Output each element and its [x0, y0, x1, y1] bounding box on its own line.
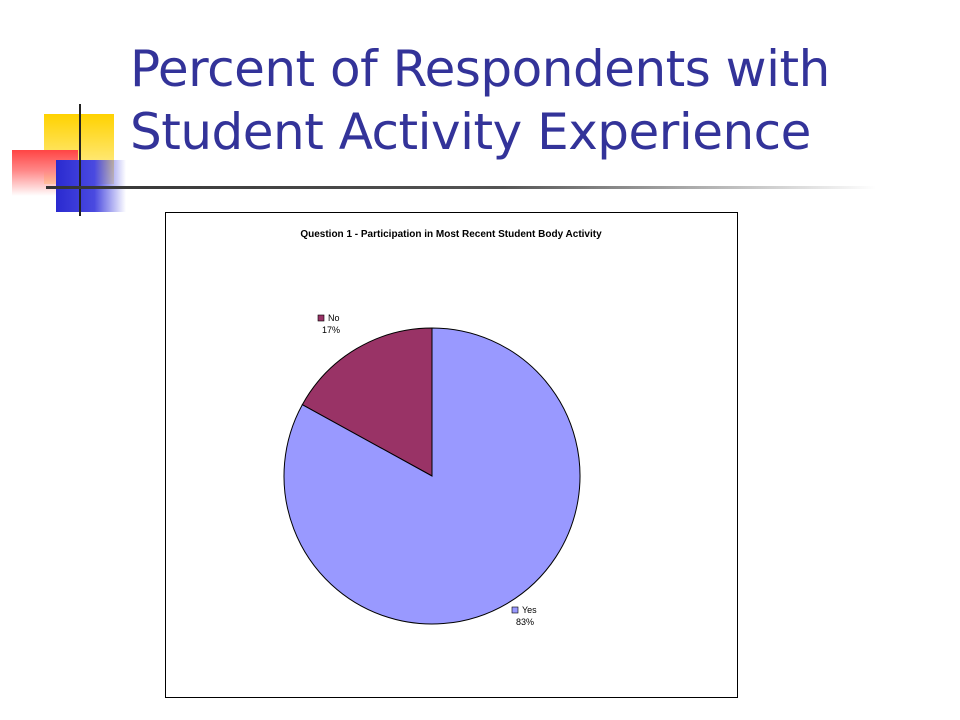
chart-frame: Question 1 - Participation in Most Recen… [165, 212, 738, 698]
pie-chart: Question 1 - Participation in Most Recen… [283, 229, 602, 627]
slide-title: Percent of Respondents with Student Acti… [130, 40, 830, 161]
pie-slice-no [301, 327, 433, 477]
decor-vertical-line [79, 104, 81, 216]
slice-label-no: No [328, 313, 340, 323]
legend-key-no [317, 314, 325, 322]
chart-title: Question 1 - Participation in Most Recen… [300, 229, 602, 240]
slice-label-yes: Yes [522, 605, 537, 615]
title-underline [46, 186, 876, 189]
slice-percent-no: 17% [322, 325, 340, 335]
legend-key-yes [511, 606, 519, 614]
pie-slice-yes [283, 327, 581, 625]
slice-percent-yes: 83% [516, 617, 534, 627]
